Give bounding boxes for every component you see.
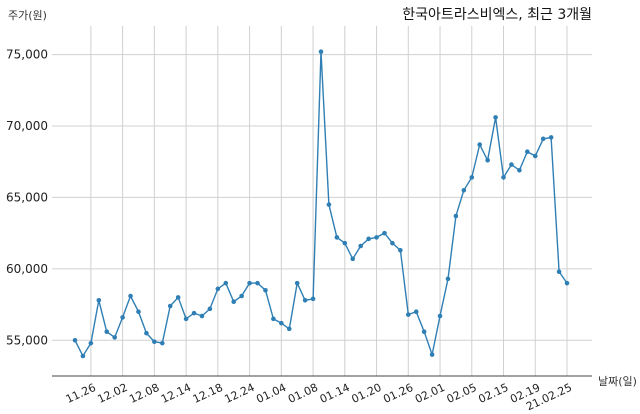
data-point: [120, 315, 125, 320]
data-point: [223, 280, 229, 286]
data-point: [445, 276, 451, 282]
data-point: [421, 329, 427, 335]
data-point: [255, 280, 260, 286]
data-point: [183, 316, 189, 322]
data-point: [112, 335, 117, 340]
data-point: [469, 175, 475, 180]
x-tick-label: 01.20: [349, 381, 383, 406]
data-point: [461, 187, 467, 193]
data-point: [477, 142, 483, 147]
data-point: [564, 280, 570, 286]
y-tick-label: 70,000: [6, 119, 48, 133]
data-point: [239, 293, 244, 299]
data-point: [350, 256, 356, 262]
data-point: [175, 295, 181, 300]
y-tick-label: 60,000: [6, 262, 48, 276]
data-point: [159, 340, 165, 346]
data-point: [382, 230, 387, 236]
data-point: [548, 135, 554, 140]
data-point: [310, 296, 316, 302]
data-point: [525, 149, 530, 155]
data-point: [167, 303, 173, 309]
data-point: [104, 329, 110, 335]
data-point: [294, 280, 300, 286]
x-axis-label: 날짜(일): [598, 374, 637, 388]
data-point: [398, 247, 403, 253]
x-tick-label: 12.18: [191, 381, 225, 406]
data-point: [279, 320, 284, 326]
x-tick-labels: 11.2612.0212.0812.1412.1812.2401.0401.08…: [64, 381, 574, 413]
x-tick-label: 02.15: [476, 381, 510, 406]
x-tick-label: 01.08: [286, 381, 320, 406]
data-point: [429, 352, 435, 357]
data-point: [366, 236, 371, 242]
x-tick-label: 11.26: [64, 381, 98, 406]
data-point: [374, 235, 379, 240]
data-point: [326, 202, 332, 207]
data-point: [72, 337, 78, 343]
data-point: [437, 313, 443, 319]
data-point: [342, 240, 348, 246]
data-points: [72, 49, 570, 359]
data-point: [88, 340, 94, 346]
data-point: [358, 243, 363, 249]
data-point: [136, 309, 141, 315]
data-point: [247, 280, 252, 286]
data-point: [207, 306, 213, 312]
data-point: [199, 313, 205, 319]
data-point: [286, 326, 292, 332]
data-point: [263, 287, 268, 293]
y-tick-labels: 55,000 60,000 65,000 70,000 75,000: [6, 48, 48, 348]
data-point: [405, 312, 411, 317]
data-point: [215, 286, 221, 292]
data-point: [390, 240, 395, 246]
data-point: [509, 162, 514, 167]
data-point: [96, 297, 102, 303]
data-point: [318, 49, 324, 55]
data-point: [271, 316, 276, 322]
data-point: [80, 353, 86, 359]
data-point: [128, 293, 133, 299]
data-point: [144, 330, 149, 336]
y-tick-label: 55,000: [6, 333, 48, 347]
x-tick-label: 01.26: [381, 381, 415, 406]
data-point: [453, 213, 459, 219]
x-tick-label: 02.05: [445, 381, 479, 406]
data-point: [556, 269, 562, 275]
x-tick-label: 02.01: [413, 381, 447, 406]
x-tick-label: 01.04: [254, 381, 288, 406]
data-point: [231, 299, 237, 305]
data-point: [191, 310, 197, 316]
grid-layer: [52, 26, 592, 376]
data-point: [532, 153, 538, 159]
data-point: [517, 167, 522, 173]
data-point: [152, 339, 157, 345]
x-tick-label: 12.02: [96, 381, 130, 406]
x-tick-label: 12.24: [223, 381, 257, 406]
data-point: [485, 157, 490, 163]
data-point: [540, 136, 546, 142]
x-tick-label: 12.08: [127, 381, 161, 406]
data-point: [302, 297, 308, 303]
data-point: [413, 309, 419, 315]
y-tick-label: 75,000: [6, 48, 48, 62]
series-line: [74, 51, 568, 358]
data-point: [493, 115, 498, 120]
x-tick-label: 12.14: [159, 381, 193, 406]
data-point: [501, 175, 506, 180]
chart-title: 한국아트라스비엑스, 최근 3개월: [402, 7, 592, 23]
y-axis-label: 주가(원): [8, 9, 47, 22]
y-tick-label: 65,000: [6, 190, 48, 204]
data-point: [334, 235, 340, 240]
x-tick-label: 01.14: [318, 381, 352, 406]
